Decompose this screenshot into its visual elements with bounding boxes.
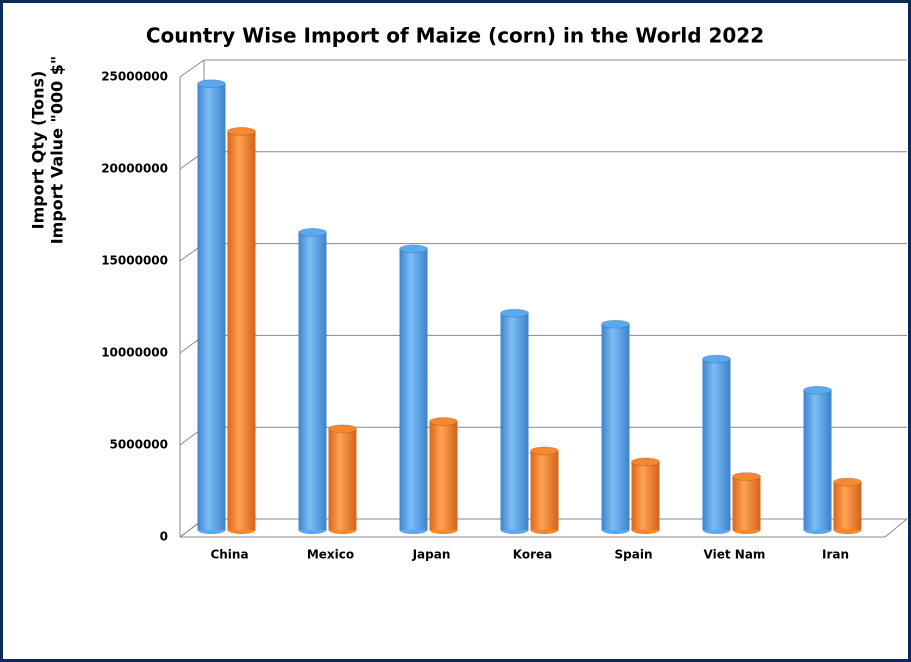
bar [530, 450, 559, 530]
x-tick-label: Viet Nam [704, 548, 766, 562]
x-tick-label: Mexico [307, 548, 354, 562]
bar-cap [803, 385, 832, 395]
x-tick-label: China [210, 548, 248, 562]
y-tick-label: 5000000 [110, 438, 168, 452]
bar-cap [631, 457, 660, 467]
y-tick-label: 25000000 [101, 70, 168, 84]
bar [601, 324, 630, 530]
x-tick-label: Korea [513, 548, 553, 562]
x-tick-label: Japan [412, 548, 451, 562]
bar [702, 359, 731, 530]
bar [833, 482, 862, 530]
y-tick-label: 20000000 [101, 162, 168, 176]
y-tick-label: 0 [160, 530, 168, 544]
bar-cap [833, 477, 862, 487]
bar [631, 461, 660, 530]
bar-cap [732, 472, 761, 482]
bar-cap [328, 424, 357, 434]
bar [328, 428, 357, 530]
bar [399, 248, 428, 531]
y-axis-label: Import Qty (Tons) [29, 71, 48, 230]
y-axis-label: Import Value "000 $" [48, 56, 67, 245]
bar [500, 313, 529, 530]
chart-title: Country Wise Import of Maize (corn) in t… [146, 24, 764, 48]
bar-cap [530, 446, 559, 456]
bar-cap [298, 227, 327, 237]
bar-cap [429, 417, 458, 427]
bar [298, 232, 327, 531]
grid-tick [179, 59, 205, 78]
x-tick-label: Spain [615, 548, 653, 562]
bar-cap [702, 354, 731, 364]
bar-cap [197, 79, 226, 89]
bar [227, 131, 256, 530]
y-tick-label: 15000000 [101, 254, 168, 268]
bar [803, 390, 832, 530]
y-tick-label: 10000000 [101, 346, 168, 360]
bar-cap [500, 308, 529, 318]
bar [197, 83, 226, 531]
bar-cap [601, 319, 630, 329]
x-tick-label: Iran [822, 548, 849, 562]
bar [429, 421, 458, 530]
bar [732, 476, 761, 530]
bar-cap [399, 244, 428, 254]
bar-cap [227, 126, 256, 136]
